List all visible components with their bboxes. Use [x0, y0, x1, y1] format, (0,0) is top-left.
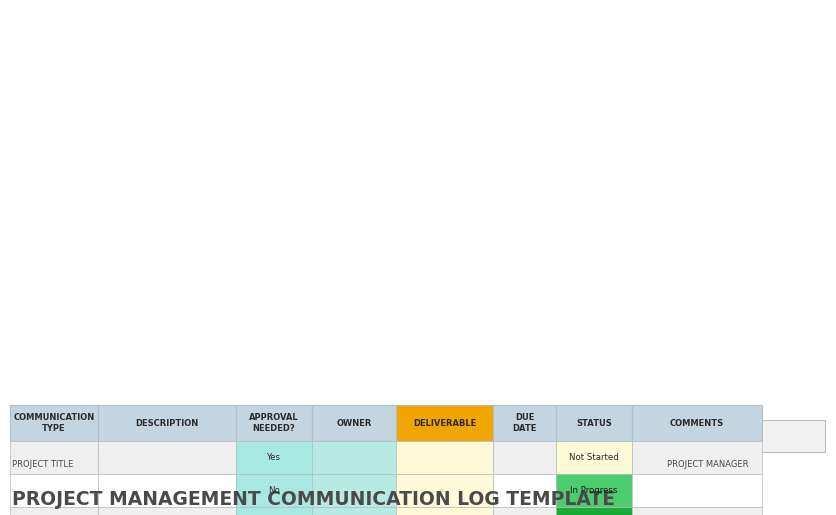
FancyBboxPatch shape	[10, 507, 98, 515]
FancyBboxPatch shape	[312, 441, 395, 474]
Text: Not Started: Not Started	[568, 453, 618, 462]
FancyBboxPatch shape	[395, 405, 492, 441]
Text: No: No	[268, 486, 279, 495]
Text: OWNER: OWNER	[336, 419, 371, 427]
FancyBboxPatch shape	[492, 474, 555, 507]
FancyBboxPatch shape	[631, 405, 761, 441]
FancyBboxPatch shape	[555, 405, 631, 441]
FancyBboxPatch shape	[492, 441, 555, 474]
FancyBboxPatch shape	[666, 420, 824, 452]
FancyBboxPatch shape	[236, 405, 312, 441]
Text: COMMENTS: COMMENTS	[669, 419, 723, 427]
FancyBboxPatch shape	[98, 507, 236, 515]
FancyBboxPatch shape	[395, 474, 492, 507]
FancyBboxPatch shape	[312, 405, 395, 441]
Text: Yes: Yes	[267, 453, 281, 462]
FancyBboxPatch shape	[555, 441, 631, 474]
FancyBboxPatch shape	[555, 474, 631, 507]
FancyBboxPatch shape	[236, 441, 312, 474]
FancyBboxPatch shape	[236, 507, 312, 515]
FancyBboxPatch shape	[236, 474, 312, 507]
FancyBboxPatch shape	[10, 441, 98, 474]
Text: PROJECT TITLE: PROJECT TITLE	[12, 460, 74, 469]
FancyBboxPatch shape	[395, 507, 492, 515]
FancyBboxPatch shape	[98, 474, 236, 507]
Text: PROJECT MANAGEMENT COMMUNICATION LOG TEMPLATE: PROJECT MANAGEMENT COMMUNICATION LOG TEM…	[12, 490, 614, 509]
Text: DELIVERABLE: DELIVERABLE	[412, 419, 476, 427]
FancyBboxPatch shape	[631, 474, 761, 507]
FancyBboxPatch shape	[492, 507, 555, 515]
FancyBboxPatch shape	[555, 507, 631, 515]
FancyBboxPatch shape	[12, 420, 655, 452]
FancyBboxPatch shape	[10, 405, 98, 441]
FancyBboxPatch shape	[492, 405, 555, 441]
FancyBboxPatch shape	[312, 507, 395, 515]
Text: DUE
DATE: DUE DATE	[512, 414, 536, 433]
FancyBboxPatch shape	[98, 405, 236, 441]
Text: STATUS: STATUS	[575, 419, 611, 427]
Text: In Progress: In Progress	[569, 486, 617, 495]
Text: DESCRIPTION: DESCRIPTION	[135, 419, 198, 427]
Text: APPROVAL
NEEDED?: APPROVAL NEEDED?	[249, 414, 298, 433]
FancyBboxPatch shape	[312, 474, 395, 507]
FancyBboxPatch shape	[395, 441, 492, 474]
Text: COMMUNICATION
TYPE: COMMUNICATION TYPE	[13, 414, 94, 433]
FancyBboxPatch shape	[10, 474, 98, 507]
Text: PROJECT MANAGER: PROJECT MANAGER	[666, 460, 747, 469]
FancyBboxPatch shape	[98, 441, 236, 474]
FancyBboxPatch shape	[631, 507, 761, 515]
FancyBboxPatch shape	[631, 441, 761, 474]
